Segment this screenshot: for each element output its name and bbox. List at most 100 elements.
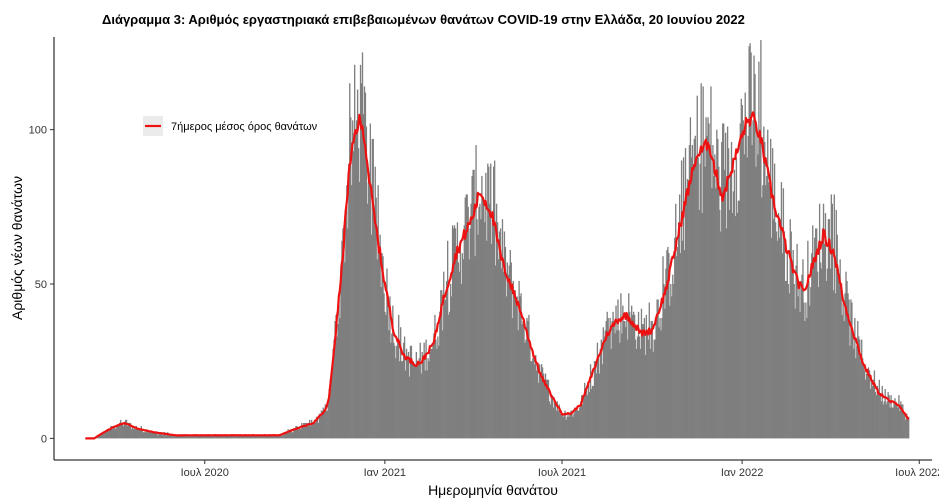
daily-deaths-bar (168, 435, 170, 439)
daily-deaths-bar (117, 426, 119, 439)
daily-deaths-bar (211, 435, 213, 439)
daily-deaths-bar (391, 333, 393, 439)
daily-deaths-bar (323, 410, 325, 439)
daily-deaths-bar (470, 203, 472, 439)
daily-deaths-bar (354, 64, 356, 439)
daily-deaths-bar (893, 401, 895, 439)
daily-deaths-bar (670, 284, 672, 439)
daily-deaths-bar (311, 422, 314, 439)
daily-deaths-bar (878, 379, 880, 439)
legend: 7ήμερος μέσος όρος θανάτων (143, 116, 318, 136)
daily-deaths-bar (540, 364, 543, 439)
daily-deaths-bar (411, 361, 414, 439)
daily-deaths-bar (730, 141, 733, 439)
daily-deaths-bar (339, 317, 341, 439)
daily-deaths-bar (157, 435, 159, 439)
daily-deaths-bar (664, 308, 666, 439)
daily-deaths-bar (612, 311, 614, 439)
daily-deaths-bar (528, 314, 530, 439)
daily-deaths-bar (784, 280, 787, 439)
daily-deaths-bar (702, 86, 704, 439)
moving-average-line (85, 111, 910, 440)
daily-deaths-bar (116, 426, 118, 439)
daily-deaths-bar (558, 404, 560, 439)
x-tick-label: Ιουλ 2020 (181, 467, 229, 479)
daily-deaths-bar (444, 299, 446, 439)
daily-deaths-bar (518, 280, 520, 439)
daily-deaths-bar (473, 169, 475, 439)
daily-deaths-bar (489, 203, 491, 439)
daily-deaths-bar (237, 435, 239, 439)
daily-deaths-bar (287, 429, 289, 439)
daily-deaths-bar (778, 237, 781, 439)
daily-deaths-bar (607, 317, 609, 439)
daily-deaths-bar (231, 435, 233, 439)
daily-deaths-bar (615, 305, 617, 439)
daily-deaths-bar (254, 435, 256, 439)
daily-deaths-bar (202, 435, 204, 439)
daily-deaths-bar (438, 345, 440, 439)
daily-deaths-bar (721, 141, 723, 439)
daily-deaths-bar (440, 290, 442, 439)
daily-deaths-bar (429, 351, 431, 439)
daily-deaths-bar (595, 373, 598, 439)
daily-deaths-bar (896, 404, 898, 439)
daily-deaths-bar (791, 268, 793, 439)
daily-deaths-bar (279, 435, 281, 439)
daily-deaths-bar (553, 398, 556, 439)
daily-deaths-bar (256, 435, 258, 439)
daily-deaths-bar (503, 231, 506, 439)
daily-deaths-bar (641, 324, 644, 439)
daily-deaths-bar (443, 271, 445, 439)
daily-deaths-bar (530, 361, 532, 439)
daily-deaths-bar (734, 216, 737, 439)
daily-deaths-bar (487, 163, 489, 439)
daily-deaths-bar (684, 148, 687, 439)
daily-deaths-bar (490, 163, 492, 439)
daily-deaths-bar (618, 330, 620, 439)
daily-deaths-bar (144, 432, 146, 439)
daily-deaths-bar (755, 166, 757, 439)
daily-deaths-bar (719, 209, 721, 439)
daily-deaths-bar (294, 429, 296, 439)
daily-deaths-bar (656, 299, 658, 439)
daily-deaths-bar (745, 120, 747, 439)
daily-deaths-bar (204, 435, 206, 439)
daily-deaths-bar (543, 379, 546, 439)
daily-deaths-bar (500, 268, 503, 439)
daily-deaths-bar (724, 132, 727, 439)
daily-deaths-bar (623, 321, 625, 439)
daily-deaths-bar (384, 311, 386, 439)
daily-deaths-bar (663, 284, 665, 439)
daily-deaths-bar (732, 191, 735, 439)
daily-deaths-bar (251, 435, 253, 439)
daily-deaths-bar (262, 435, 265, 439)
daily-deaths-bar (680, 160, 683, 439)
daily-deaths-bar (308, 419, 311, 439)
daily-deaths-bar (634, 339, 637, 439)
daily-deaths-bar (890, 395, 892, 439)
daily-deaths-bar (766, 175, 768, 439)
daily-deaths-bar (843, 321, 845, 439)
daily-deaths-bar (484, 222, 486, 439)
daily-deaths-bar (447, 240, 449, 439)
daily-deaths-bar (354, 129, 357, 439)
y-ticks: 0 50 100 (29, 125, 54, 445)
daily-deaths-bar (725, 228, 728, 439)
daily-deaths-bar (851, 302, 853, 439)
daily-deaths-bar (493, 160, 496, 439)
daily-deaths-bar (588, 392, 591, 439)
daily-deaths-bar (846, 280, 848, 439)
daily-deaths-bar (495, 203, 498, 439)
daily-deaths-bar (98, 435, 100, 439)
daily-deaths-bar (449, 284, 452, 439)
daily-deaths-bar (542, 373, 545, 439)
daily-deaths-bar (332, 348, 334, 439)
daily-deaths-bar (207, 435, 209, 439)
daily-deaths-bar (693, 138, 695, 439)
daily-deaths-bar (592, 385, 595, 439)
daily-deaths-bar (740, 98, 742, 439)
daily-deaths-bar (353, 151, 355, 439)
daily-deaths-bar (837, 268, 839, 439)
daily-deaths-bar (604, 330, 606, 439)
